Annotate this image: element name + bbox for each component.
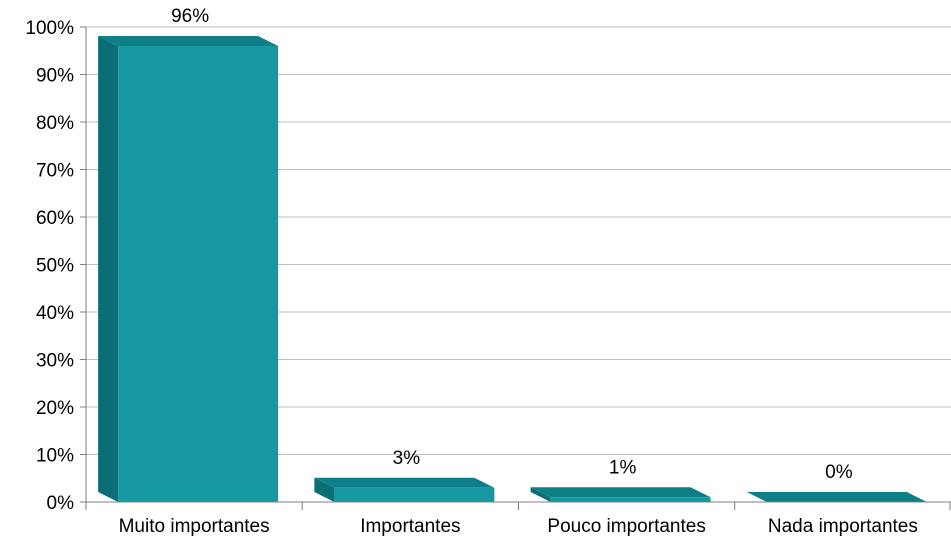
bar-muito-importantes bbox=[98, 36, 279, 502]
bar-front bbox=[550, 497, 711, 502]
y-tick-label: 30% bbox=[36, 351, 74, 372]
bar-top bbox=[314, 477, 495, 488]
labels: 0% 10% 20% 30% 40% 50% 60% 70% 80% 90% 100% 96% Muit… bbox=[25, 6, 917, 537]
y-tick-label: 0% bbox=[47, 493, 75, 514]
bars bbox=[98, 36, 927, 502]
x-tick-label: Pouco importantes bbox=[547, 516, 705, 537]
x-tick-label: Muito importantes bbox=[119, 516, 270, 537]
axes bbox=[80, 26, 951, 510]
y-tick-label: 70% bbox=[36, 161, 74, 182]
y-tick-label: 100% bbox=[25, 18, 74, 39]
bar-top bbox=[530, 487, 711, 498]
data-label: 3% bbox=[393, 448, 421, 469]
bar-top bbox=[98, 36, 279, 46]
bar-front bbox=[334, 487, 495, 502]
bar-pouco-importantes bbox=[530, 487, 711, 502]
y-tick-label: 40% bbox=[36, 303, 74, 324]
bar-importantes bbox=[314, 477, 495, 502]
bar-front bbox=[118, 46, 279, 502]
data-label: 1% bbox=[609, 457, 637, 478]
y-tick-label: 10% bbox=[36, 446, 74, 467]
bar-side bbox=[98, 36, 119, 502]
data-label: 0% bbox=[825, 462, 853, 483]
x-tick-label: Importantes bbox=[360, 516, 460, 537]
x-tick-label: Nada importantes bbox=[768, 516, 918, 537]
data-label: 96% bbox=[171, 6, 209, 27]
bar-side bbox=[314, 477, 335, 502]
y-tick-label: 50% bbox=[36, 256, 74, 277]
bar-top bbox=[746, 492, 927, 502]
y-tick-label: 90% bbox=[36, 66, 74, 87]
y-tick-label: 80% bbox=[36, 113, 74, 134]
y-tick-label: 20% bbox=[36, 398, 74, 419]
y-tick-label: 60% bbox=[36, 208, 74, 229]
bar-side bbox=[530, 487, 551, 502]
bar-nada-importantes bbox=[746, 492, 927, 502]
